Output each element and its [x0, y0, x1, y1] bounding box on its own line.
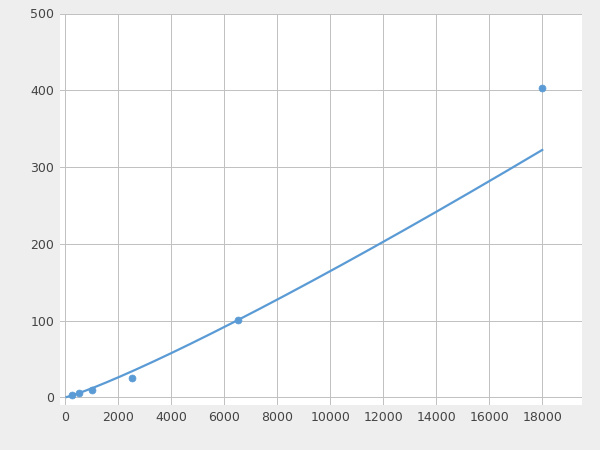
Point — [127, 374, 136, 382]
Point — [538, 84, 547, 91]
Point — [87, 387, 97, 394]
Point — [74, 389, 83, 396]
Point — [233, 316, 242, 324]
Point — [67, 392, 77, 399]
